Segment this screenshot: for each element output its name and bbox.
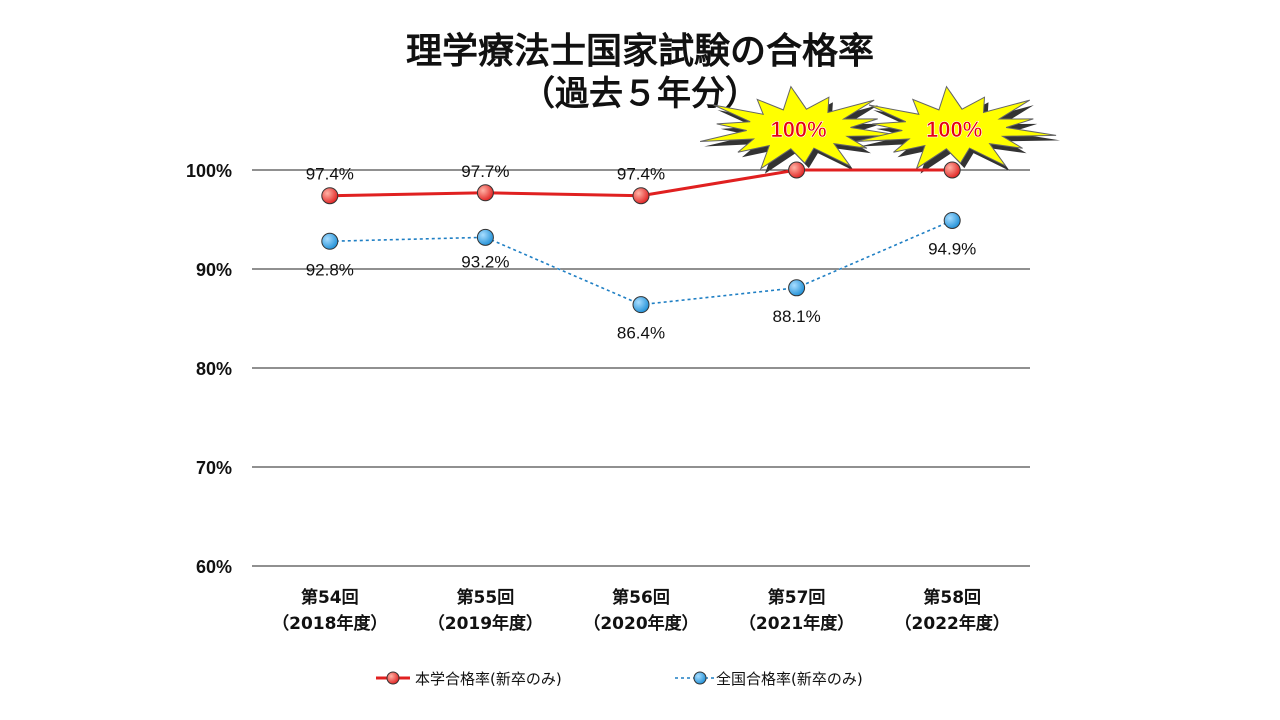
y-tick-label: 60% (196, 557, 232, 577)
data-label: 86.4% (617, 324, 665, 343)
data-label: 92.8% (306, 260, 354, 279)
x-tick-label: 第54回 (301, 587, 359, 608)
starburst-label: 100% (926, 117, 982, 142)
y-tick-label: 70% (196, 458, 232, 478)
data-point-school (943, 161, 961, 179)
data-point-national (321, 232, 339, 250)
series-line-national (329, 219, 953, 306)
legend-label: 本学合格率(新卒のみ) (415, 670, 562, 688)
starburst-label: 100% (770, 117, 826, 142)
legend-label: 全国合格率(新卒のみ) (716, 670, 863, 688)
data-point-national (632, 296, 650, 314)
x-tick-label: （2019年度） (428, 613, 543, 634)
data-label: 97.4% (617, 165, 665, 184)
x-tick-label: （2020年度） (583, 613, 698, 634)
legend-marker (693, 671, 707, 685)
data-label: 97.4% (306, 165, 354, 184)
data-label: 88.1% (772, 307, 820, 326)
data-point-national (476, 228, 494, 246)
data-point-school (788, 161, 806, 179)
y-tick-label: 90% (196, 260, 232, 280)
data-point-school (476, 184, 494, 202)
x-tick-label: （2018年度） (272, 613, 387, 634)
y-tick-label: 80% (196, 359, 232, 379)
legend-marker (386, 671, 400, 685)
starburst-badge (855, 85, 1057, 170)
data-label: 97.7% (461, 162, 509, 181)
data-point-national (788, 279, 806, 297)
x-tick-label: （2021年度） (739, 613, 854, 634)
y-tick-label: 100% (186, 161, 232, 181)
data-label: 94.9% (928, 239, 976, 258)
data-point-school (321, 187, 339, 205)
data-label: 93.2% (461, 252, 509, 271)
x-tick-label: 第56回 (612, 587, 670, 608)
data-point-national (943, 211, 961, 229)
starburst-badge (699, 85, 901, 170)
data-point-school (632, 187, 650, 205)
x-tick-label: （2022年度） (895, 613, 1010, 634)
x-tick-label: 第57回 (768, 587, 826, 608)
x-tick-label: 第58回 (923, 587, 981, 608)
x-tick-label: 第55回 (457, 587, 515, 608)
chart-title: 理学療法士国家試験の合格率 (405, 31, 874, 72)
